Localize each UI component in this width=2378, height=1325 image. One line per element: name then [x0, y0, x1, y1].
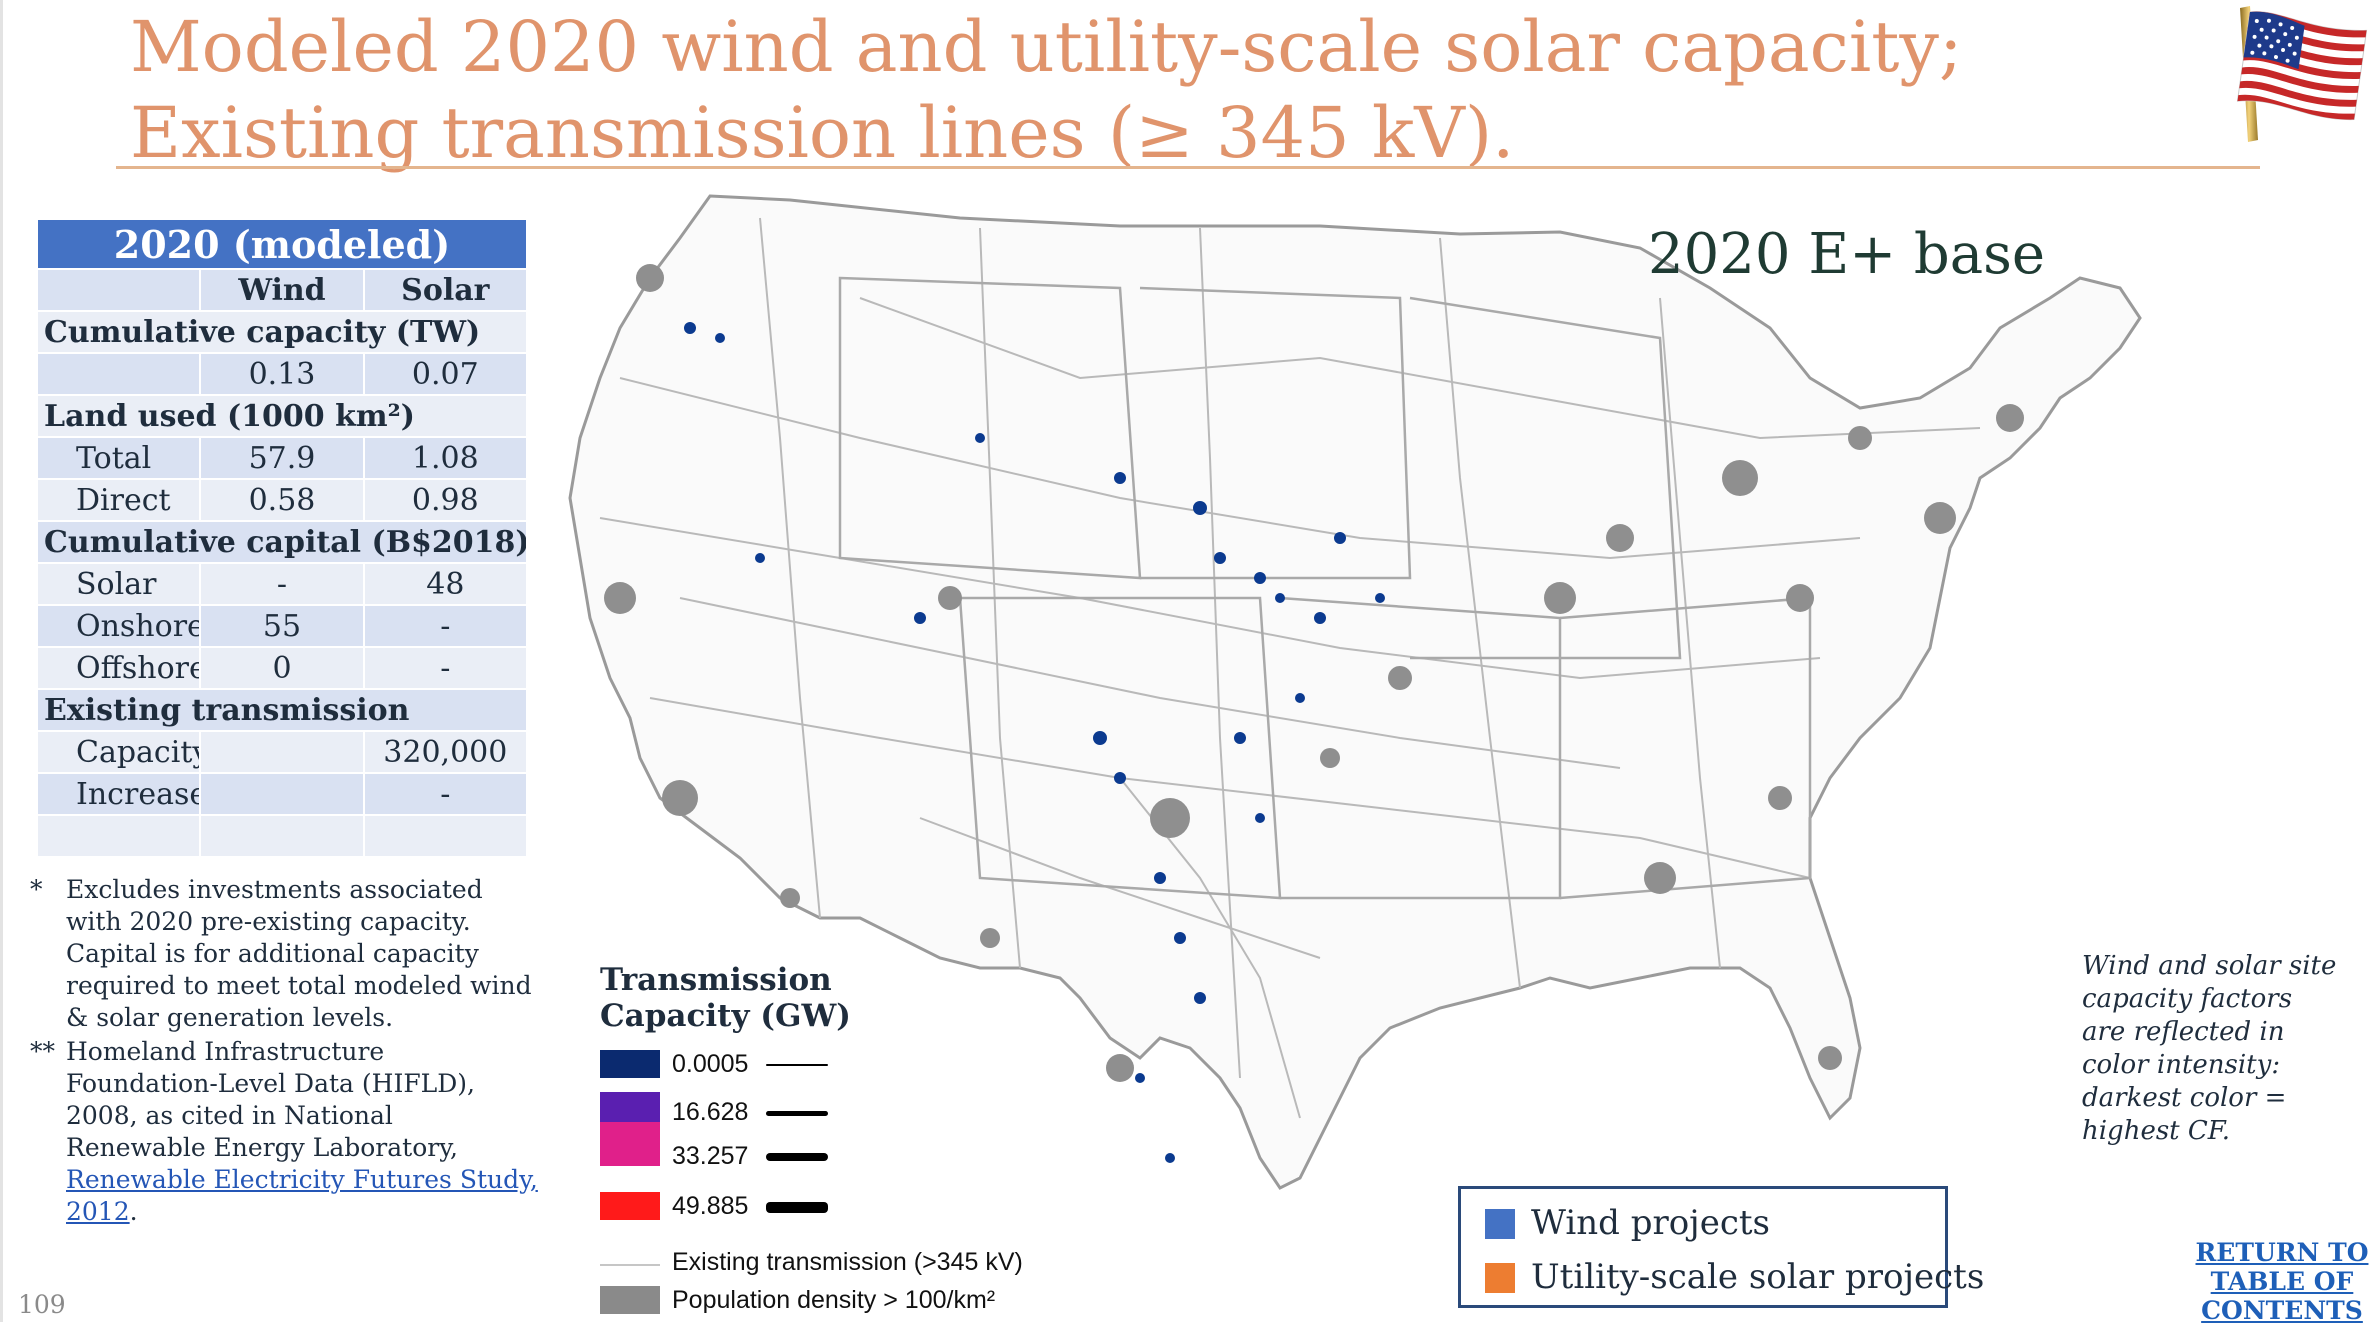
footnote-2-text: Homeland Infrastructure Foundation-Level… [66, 1037, 476, 1162]
existing-transmission-swatch [600, 1264, 660, 1266]
transmission-value-label: 0.0005 [672, 1050, 749, 1078]
table-cell-solar: 0.07 [362, 352, 529, 396]
table-cell-solar: 320,000 [362, 730, 529, 774]
footnote-2-mark: ** [30, 1037, 55, 1066]
table-cell-wind [199, 814, 365, 858]
transmission-legend-title: Transmission Capacity (GW) [600, 962, 851, 1034]
table-row: Increase over 2020 - [35, 772, 529, 816]
table-cell-wind: 57.9 [199, 436, 365, 480]
table-row-label [35, 352, 202, 396]
transmission-color-swatch [600, 1192, 660, 1220]
wind-project-sites [684, 322, 1385, 1163]
table-row: Solar -48 [35, 562, 529, 606]
table-cell-solar: 0.98 [362, 478, 529, 522]
existing-transmission-label: Existing transmission (>345 kV) [672, 1248, 1023, 1276]
us-outline [568, 194, 2142, 1190]
table-cell-wind: 55 [199, 604, 365, 648]
state-borders [838, 276, 1812, 900]
table-cell-wind [199, 730, 365, 774]
return-to-contents-link[interactable]: RETURN TO TABLE OF CONTENTS [2195, 1238, 2369, 1325]
footnote-1-mark: * [30, 875, 43, 904]
solar-projects-label: Utility-scale solar projects [1531, 1257, 1985, 1297]
table-row: 0.13 0.07 [35, 352, 529, 396]
transmission-value-label: 16.628 [672, 1098, 749, 1126]
table-row: Onshore wind55- [35, 604, 529, 648]
footnote-1: * Excludes investments associated with 2… [30, 874, 540, 1034]
table-row: Existing transmission [36, 688, 528, 732]
table-section-label: Land used (1000 km²) [36, 394, 528, 438]
column-header-solar: Solar [362, 268, 529, 312]
footnote-1-text: Excludes investments associated with 202… [66, 875, 532, 1032]
footnote-2-end: . [129, 1197, 138, 1226]
transmission-value-label: 49.885 [672, 1192, 749, 1220]
title-underline [116, 166, 2260, 169]
footnotes: * Excludes investments associated with 2… [30, 874, 540, 1230]
table-row: Total 57.9 1.08 [35, 436, 529, 480]
wind-projects-label: Wind projects [1531, 1203, 1770, 1243]
table-header-row: 2020 (modeled) [36, 218, 528, 270]
table-header: 2020 (modeled) [36, 218, 528, 270]
solar-projects-swatch [1485, 1263, 1515, 1293]
table-row [35, 814, 529, 858]
slide-edge [0, 0, 3, 1322]
table-section-label: Existing transmission [36, 688, 528, 732]
table-row-label [35, 814, 202, 858]
table-section-label: Cumulative capacity (TW) [36, 310, 528, 354]
column-header-wind: Wind [199, 268, 365, 312]
scenario-label: 2020 E+ base [1648, 222, 2046, 287]
us-map [568, 194, 2142, 1190]
table-row-label: Increase over 2020 [35, 772, 202, 816]
table-row: Capacity (GW-km)** 320,000 [35, 730, 529, 774]
table-cell-solar: - [362, 604, 529, 648]
page-number: 109 [18, 1290, 66, 1319]
table-column-row: Wind Solar [35, 268, 529, 312]
re-futures-study-link[interactable]: Renewable Electricity Futures Study, 201… [66, 1165, 538, 1226]
table-row-label: Capacity (GW-km)** [35, 730, 202, 774]
capacity-factor-note: Wind and solar site capacity factors are… [2082, 951, 2337, 1146]
table-row-label: Solar [35, 562, 202, 606]
transmission-line-width-sample [766, 1201, 828, 1213]
table-cell-solar: 1.08 [362, 436, 529, 480]
table-row-label: Total [35, 436, 202, 480]
table-row: Offshore wind0- [35, 646, 529, 690]
transmission-line-width-sample [766, 1064, 828, 1066]
table-row-label: Direct [35, 478, 202, 522]
population-clusters [604, 264, 2024, 1082]
transmission-line-width-sample [766, 1153, 828, 1161]
table-row: Direct 0.58 0.98 [35, 478, 529, 522]
table-row: Cumulative capacity (TW) [36, 310, 528, 354]
table-row-label: Offshore wind [35, 646, 202, 690]
table-cell-solar: - [362, 646, 529, 690]
table-row: Cumulative capital (B$2018)* [36, 520, 528, 564]
transmission-color-swatch [600, 1050, 660, 1078]
table-cell-wind: - [199, 562, 365, 606]
slide-title: Modeled 2020 wind and utility-scale sola… [130, 6, 1963, 174]
us-flag-icon [2236, 6, 2368, 142]
population-density-label: Population density > 100/km² [672, 1286, 996, 1314]
table-row-label: Onshore wind [35, 604, 202, 648]
table-cell-solar [362, 814, 529, 858]
table-section-label: Cumulative capital (B$2018)* [36, 520, 528, 564]
table-cell-wind: 0.13 [199, 352, 365, 396]
table-cell-solar: 48 [362, 562, 529, 606]
column-header-blank [35, 268, 202, 312]
table-cell-wind: 0 [199, 646, 365, 690]
table-cell-solar: - [362, 772, 529, 816]
table-row: Land used (1000 km²) [36, 394, 528, 438]
table-cell-wind: 0.58 [199, 478, 365, 522]
transmission-color-swatch [600, 1122, 660, 1166]
transmission-line-width-sample [766, 1110, 828, 1116]
table-cell-wind [199, 772, 365, 816]
wind-projects-swatch [1485, 1209, 1515, 1239]
capacity-table: 2020 (modeled) Wind Solar Cumulative cap… [35, 218, 529, 858]
population-density-swatch [600, 1286, 660, 1314]
transmission-value-label: 33.257 [672, 1142, 749, 1170]
project-legend: Wind projects Utility-scale solar projec… [1458, 1186, 1984, 1308]
footnote-2: ** Homeland Infrastructure Foundation-Le… [30, 1036, 540, 1228]
